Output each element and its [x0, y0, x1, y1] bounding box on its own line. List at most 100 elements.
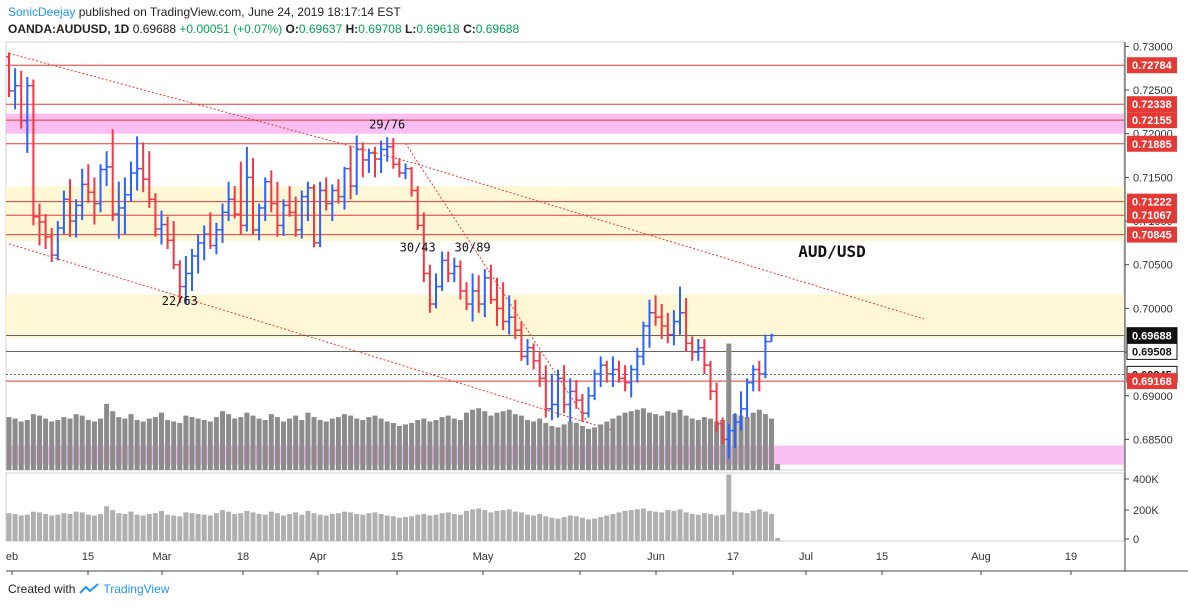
tradingview-brand[interactable]: TradingView [103, 582, 170, 596]
volume-overlay-bar [195, 418, 201, 470]
volume-bar [708, 513, 713, 541]
price-tick-label: 0.71500 [1133, 172, 1173, 184]
volume-bar [738, 512, 744, 541]
volume-overlay-bar [671, 412, 677, 470]
volume-overlay-bar [122, 418, 128, 470]
volume-overlay-bar [12, 418, 18, 470]
price-tick-label: 0.70500 [1133, 260, 1173, 272]
low-value: 0.69618 [416, 22, 460, 36]
volume-bar [573, 516, 579, 541]
volume-overlay-bar [415, 420, 421, 470]
volume-overlay-bar [18, 421, 24, 470]
volume-overlay-bar [152, 417, 158, 470]
volume-bar [152, 513, 158, 541]
volume-bar [744, 513, 750, 541]
volume-overlay-bar [396, 425, 402, 470]
volume-bar [622, 510, 628, 541]
volume-overlay-bar [549, 425, 555, 470]
volume-overlay-bar [79, 415, 85, 470]
time-tick-label: 15 [82, 551, 94, 563]
volume-overlay-bar [708, 418, 713, 470]
symbol-legend: OANDA:AUDUSD, 1D 0.69688 +0.00051 (+0.07… [8, 22, 519, 36]
annotation-label: 30/43 [400, 241, 436, 255]
volume-bar [756, 509, 762, 541]
volume-overlay-bar [274, 417, 280, 470]
volume-overlay-bar [299, 420, 305, 470]
close-label: C: [463, 22, 476, 36]
volume-tick-label: 400K [1133, 474, 1159, 486]
volume-bar [464, 510, 469, 541]
volume-bar [189, 513, 195, 541]
volume-overlay-bar [464, 412, 469, 470]
volume-overlay-bar [37, 415, 42, 470]
time-tick-label: Jul [799, 551, 813, 563]
volume-overlay-bar [476, 408, 482, 470]
volume-overlay-bar [525, 420, 530, 470]
volume-bar [384, 515, 390, 541]
volume-overlay-bar [482, 411, 488, 470]
volume-bar [378, 513, 384, 541]
volume-bar [232, 513, 238, 541]
volume-overlay-bar [43, 418, 49, 470]
volume-overlay-bar [177, 422, 183, 470]
time-tick-label: 17 [727, 551, 739, 563]
volume-overlay-bar [555, 427, 561, 470]
volume-bar [427, 515, 433, 541]
volume-tick-label: 0 [1133, 534, 1139, 546]
price-label-text: 0.69688 [1132, 331, 1172, 343]
price-label-box [1127, 373, 1177, 390]
volume-bar [433, 514, 439, 541]
author-link[interactable]: SonicDeejay [8, 5, 76, 19]
volume-bar [116, 513, 122, 541]
close-value: 0.69688 [475, 22, 520, 36]
time-tick-label: eb [6, 551, 18, 563]
volume-overlay-bar [445, 415, 451, 470]
price-label-box [1126, 342, 1178, 360]
volume-overlay-bar [104, 403, 110, 470]
volume-bar [134, 514, 140, 541]
zone-band [6, 294, 1124, 339]
volume-overlay-bar [573, 422, 579, 470]
volume-bar [372, 512, 378, 541]
volume-overlay-bar [762, 414, 768, 470]
volume-overlay-bar [421, 418, 427, 470]
volume-overlay-bar [628, 411, 634, 470]
price-tick-label: 0.73000 [1133, 41, 1173, 53]
volume-overlay-bar [506, 409, 512, 470]
volume-overlay-bar [610, 418, 616, 470]
volume-bar [55, 514, 61, 541]
volume-overlay-bar [335, 417, 341, 470]
volume-overlay-bar [232, 418, 238, 470]
volume-bar [299, 514, 305, 541]
volume-overlay-bar [604, 421, 610, 470]
volume-bar [18, 515, 24, 541]
volume-overlay-bar [55, 420, 61, 470]
volume-bar [512, 511, 518, 541]
volume-bar [140, 515, 146, 541]
volume-bar [714, 515, 720, 541]
volume-bar [671, 510, 677, 541]
time-tick-label: Aug [971, 551, 991, 563]
volume-bar [335, 513, 341, 541]
price-label-box [1127, 193, 1177, 210]
volume-overlay-bar [720, 420, 726, 470]
volume-bar [500, 510, 506, 541]
time-tick-label: Jun [647, 551, 665, 563]
price-label-text: 0.71885 [1132, 139, 1172, 151]
volume-overlay-bar [30, 414, 36, 470]
volume-bar [323, 515, 329, 541]
volume-bar [616, 512, 622, 541]
price-label-text: 0.69168 [1132, 376, 1172, 388]
volume-overlay-bar [159, 412, 164, 470]
volume-overlay-bar [311, 417, 317, 470]
volume-overlay-bar [201, 420, 207, 470]
volume-overlay-bar [146, 418, 152, 470]
volume-overlay-bar [6, 417, 12, 470]
volume-overlay-bar [238, 417, 244, 470]
time-tick-label: 15 [876, 551, 888, 563]
volume-bar [506, 509, 512, 541]
volume-overlay-bar [683, 415, 689, 470]
volume-bar [244, 510, 250, 541]
volume-bar [762, 511, 768, 541]
